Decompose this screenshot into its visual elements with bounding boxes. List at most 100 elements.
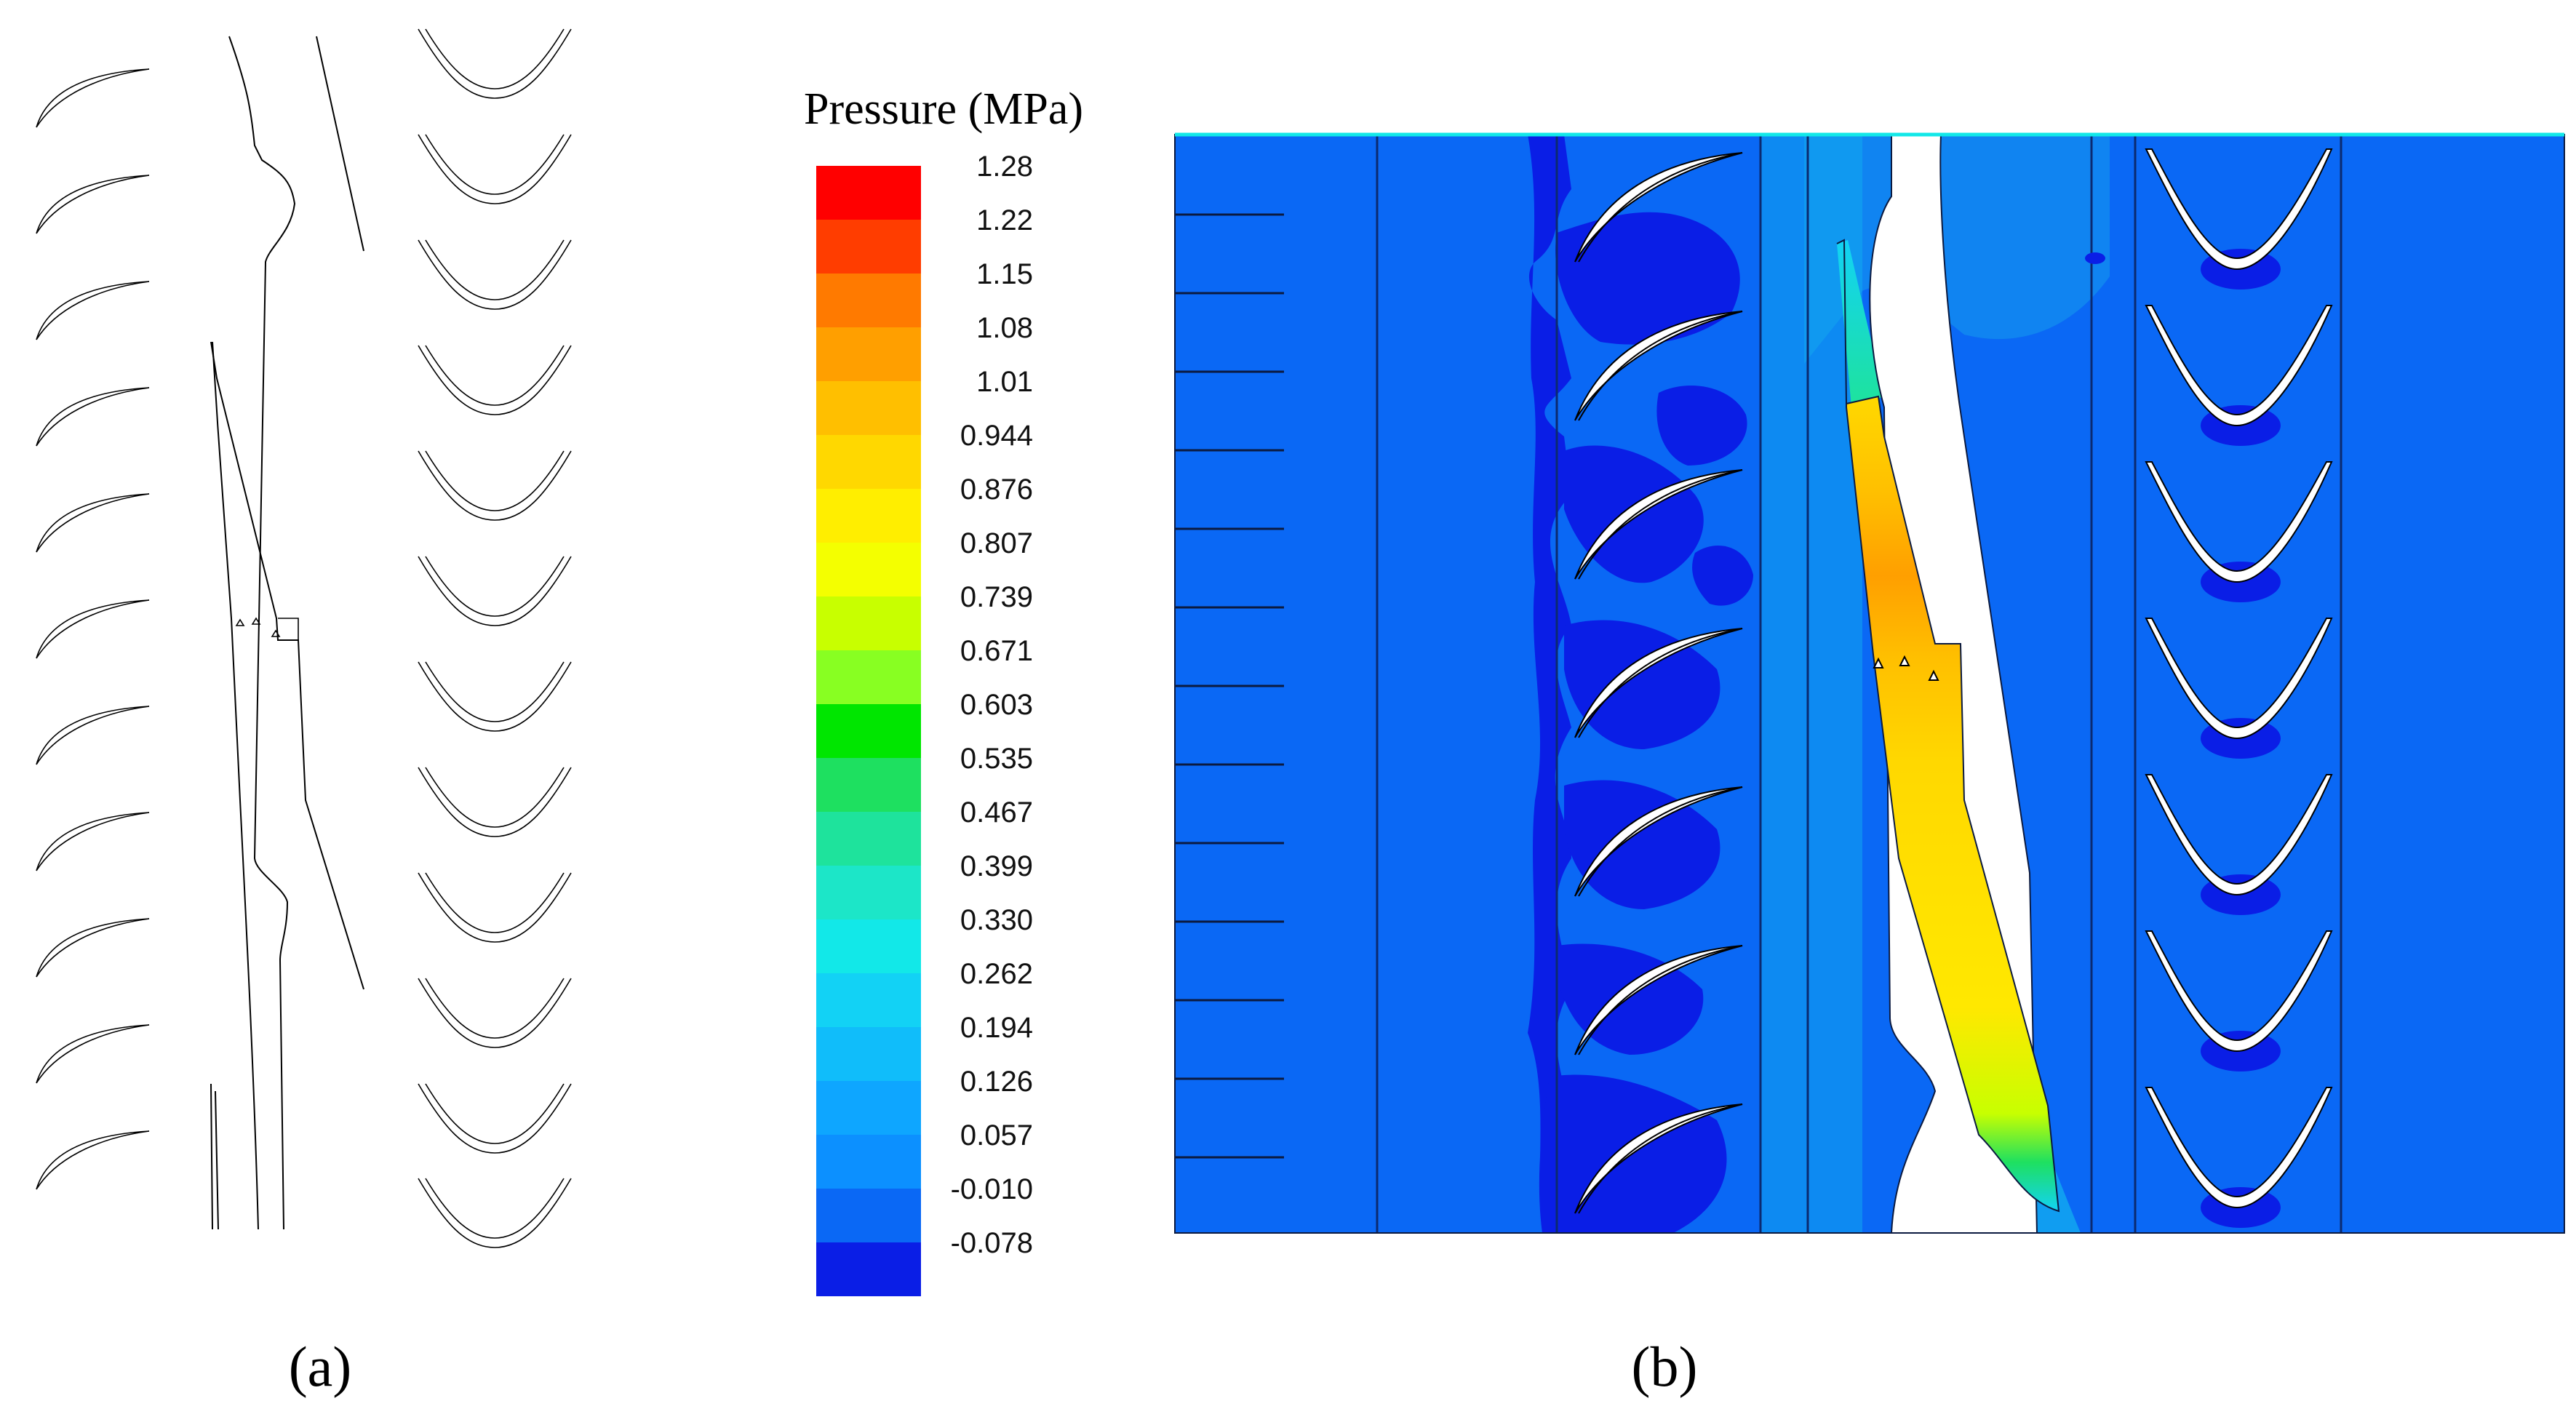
legend-tick-label: 1.22 bbox=[976, 204, 1033, 236]
v-blade-outer bbox=[418, 28, 572, 99]
legend-tick-label: 0.057 bbox=[960, 1119, 1033, 1151]
v-blade-inner bbox=[425, 28, 565, 89]
legend-tick-label: 0.807 bbox=[960, 527, 1033, 559]
legend-swatch bbox=[816, 973, 921, 1027]
blade-profile bbox=[1574, 945, 1743, 1055]
blade-profile bbox=[36, 599, 150, 659]
v-blade-inner bbox=[425, 1178, 565, 1239]
blade-profile bbox=[1574, 469, 1743, 580]
legend-swatch bbox=[816, 758, 921, 812]
legend-tick-label: 0.126 bbox=[960, 1066, 1033, 1098]
panel-b-blade-row bbox=[1574, 152, 1743, 1214]
low-pressure-region bbox=[1555, 212, 1740, 345]
panel-b-v-blade-row bbox=[2145, 148, 2333, 1228]
legend-swatch bbox=[816, 327, 921, 381]
legend-tick-label: 1.15 bbox=[976, 258, 1033, 290]
blade-profile bbox=[1574, 786, 1743, 897]
blade-edge bbox=[1578, 1103, 1743, 1214]
v-blade-profile bbox=[2145, 930, 2333, 1053]
legend-tick-labels: 1.28 1.22 1.15 1.08 1.01 0.944 0.876 0.807 0.739… bbox=[951, 151, 1033, 1259]
blade-profile bbox=[36, 281, 150, 340]
blade-edge bbox=[1578, 469, 1743, 580]
v-blade-profile bbox=[2145, 774, 2333, 896]
blade-edge bbox=[1578, 945, 1743, 1055]
v-blade-outer bbox=[418, 978, 572, 1048]
blade-profile bbox=[36, 812, 150, 871]
blade-profile bbox=[36, 1130, 150, 1190]
v-blade-inner bbox=[425, 450, 565, 511]
blade-edge bbox=[1578, 311, 1743, 421]
legend-swatch bbox=[816, 1081, 921, 1135]
panel-b-pressure-contour: (b) bbox=[1174, 132, 2565, 1398]
legend-swatch bbox=[816, 704, 921, 758]
v-blade-inner bbox=[425, 872, 565, 933]
legend-title: Pressure (MPa) bbox=[804, 84, 1083, 134]
blade-profile bbox=[1574, 628, 1743, 738]
blade-profile bbox=[36, 68, 150, 128]
inlet-marks bbox=[1175, 213, 1284, 1159]
v-blade-outer bbox=[418, 767, 572, 837]
legend-swatch bbox=[816, 489, 921, 543]
legend-swatch bbox=[816, 1189, 921, 1242]
v-blade-outer bbox=[418, 556, 572, 626]
v-blade-outer bbox=[418, 345, 572, 415]
legend-swatch bbox=[816, 274, 921, 327]
legend-tick-label: 0.944 bbox=[960, 420, 1033, 452]
legend-swatch bbox=[816, 543, 921, 596]
v-blade-outer bbox=[418, 872, 572, 943]
v-blade-inner bbox=[425, 1083, 565, 1144]
v-blade-outer bbox=[418, 1083, 572, 1154]
panel-b-label: (b) bbox=[1632, 1335, 1698, 1398]
legend-swatch bbox=[816, 596, 921, 650]
legend-tick-label: 0.535 bbox=[960, 743, 1033, 775]
blade-profile bbox=[1574, 1103, 1743, 1214]
low-pressure-region bbox=[1564, 620, 1720, 749]
v-blade-profile bbox=[2145, 461, 2333, 583]
panel-a-label: (a) bbox=[289, 1335, 352, 1398]
v-blade-inner bbox=[425, 556, 565, 617]
blade-profile bbox=[36, 918, 150, 978]
legend-swatch bbox=[816, 919, 921, 973]
legend-swatch bbox=[816, 381, 921, 435]
blade-profile bbox=[36, 387, 150, 447]
legend-tick-label: 0.262 bbox=[960, 958, 1033, 990]
legend-swatch bbox=[816, 866, 921, 919]
v-blade-inner bbox=[425, 345, 565, 406]
legend-tick-label: 0.603 bbox=[960, 689, 1033, 721]
legend-tick-label: 0.467 bbox=[960, 797, 1033, 829]
legend-tick-label: 1.28 bbox=[976, 151, 1033, 183]
legend-swatch bbox=[816, 435, 921, 489]
v-blade-outer bbox=[418, 1178, 572, 1248]
low-pressure-region bbox=[1656, 386, 1747, 466]
v-blade-inner bbox=[425, 767, 565, 828]
legend-tick-label: 0.194 bbox=[960, 1012, 1033, 1044]
blade-profile bbox=[36, 1024, 150, 1084]
gap-orifice-marks bbox=[1873, 655, 1939, 681]
v-blade-profile bbox=[2145, 618, 2333, 740]
v-blade-profile bbox=[2145, 148, 2333, 271]
legend-swatch bbox=[816, 220, 921, 274]
legend-tick-label: -0.078 bbox=[951, 1227, 1033, 1259]
legend-swatches bbox=[816, 166, 921, 1296]
legend-swatch bbox=[816, 650, 921, 704]
blade-edge bbox=[1578, 628, 1743, 738]
legend-tick-label: 1.08 bbox=[976, 312, 1033, 344]
v-blade-inner bbox=[425, 134, 565, 195]
legend-tick-label: 1.01 bbox=[976, 366, 1033, 398]
low-pressure-region bbox=[1692, 546, 1753, 606]
legend-tick-label: 0.671 bbox=[960, 635, 1033, 667]
blade-edge bbox=[1578, 786, 1743, 897]
v-blade-outer bbox=[418, 134, 572, 204]
v-blade-inner bbox=[425, 978, 565, 1039]
blade-profile bbox=[36, 175, 150, 234]
blade-profile bbox=[36, 493, 150, 553]
v-blade-profile bbox=[2145, 1087, 2333, 1209]
low-pressure-region bbox=[1564, 780, 1720, 909]
blade-profile bbox=[1574, 152, 1743, 263]
legend-tick-label: 0.739 bbox=[960, 581, 1033, 613]
blade-edge bbox=[1578, 152, 1743, 263]
blade-profile bbox=[1574, 311, 1743, 421]
legend-swatch bbox=[816, 1242, 921, 1296]
v-blade-outer bbox=[418, 450, 572, 521]
